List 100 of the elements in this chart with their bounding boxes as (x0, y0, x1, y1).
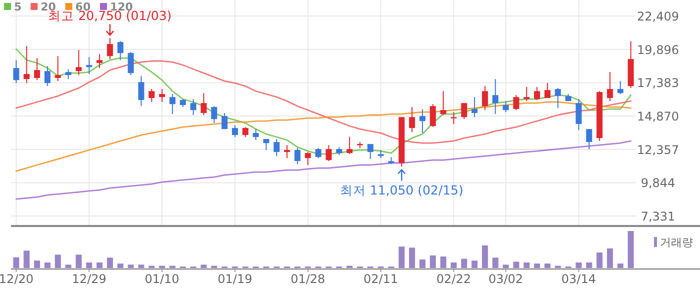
candlestick (169, 94, 176, 115)
bar (96, 262, 103, 268)
candlestick (326, 144, 332, 162)
bar (409, 248, 416, 268)
bar (117, 264, 124, 268)
candlestick (409, 106, 416, 133)
bar (419, 259, 426, 268)
candlestick (76, 50, 82, 76)
candlestick (304, 151, 311, 166)
bar (544, 264, 550, 268)
candlestick (148, 88, 155, 102)
candlestick (13, 60, 20, 84)
bar (524, 262, 530, 268)
candlestick (586, 128, 592, 150)
x-tick-label: 02/11 (363, 272, 398, 286)
bar (65, 264, 72, 268)
candlestick (482, 86, 488, 111)
candlestick (106, 38, 113, 60)
bar (513, 262, 520, 268)
x-tick-label: 01/28 (290, 272, 326, 286)
candlestick (472, 96, 478, 118)
y-tick-label: 19,896 (637, 42, 679, 57)
legend-label: 5 (14, 0, 22, 14)
bar (502, 264, 509, 268)
bar (54, 254, 61, 268)
candlestick (492, 78, 498, 115)
bar (534, 264, 540, 268)
bar (106, 258, 113, 268)
y-tick-label: 9,844 (640, 176, 676, 190)
bar (430, 255, 436, 268)
bar (596, 252, 603, 268)
bar (482, 245, 488, 268)
bar (76, 254, 82, 268)
bar (492, 258, 498, 268)
x-tick-label: 01/19 (218, 272, 252, 286)
candlestick (294, 148, 300, 165)
bar (200, 264, 207, 268)
candlestick (44, 66, 50, 87)
bar (440, 256, 446, 268)
bar (628, 231, 634, 268)
bar (138, 264, 144, 268)
candlestick (450, 112, 457, 125)
bar (398, 246, 405, 268)
candlestick (65, 68, 72, 80)
candlestick (138, 75, 144, 107)
candlestick (200, 92, 207, 116)
bar (617, 264, 624, 268)
bar (128, 264, 134, 268)
candlestick (513, 94, 520, 111)
candlestick (554, 88, 561, 109)
y-tick-label: 17,383 (637, 76, 679, 90)
candlestick (440, 90, 446, 116)
bar (34, 260, 40, 268)
candlestick (274, 138, 280, 157)
candlestick (576, 98, 582, 131)
x-tick-label: 03/14 (561, 272, 596, 286)
bar (472, 260, 478, 268)
candlestick (159, 88, 166, 102)
y-tick-label: 14,870 (637, 110, 679, 124)
bar (13, 257, 20, 268)
candlestick (606, 72, 613, 102)
candlestick (524, 86, 530, 102)
legend-label: 거래량 (660, 236, 693, 249)
x-tick-label: 02/22 (436, 272, 472, 286)
candlestick (34, 58, 40, 81)
bar (586, 262, 592, 268)
candlestick (242, 126, 248, 138)
candlestick (252, 128, 259, 141)
candlestick (461, 102, 468, 120)
candlestick (430, 104, 436, 128)
candlestick (534, 86, 540, 100)
candlestick (315, 148, 322, 159)
candlestick (544, 82, 550, 99)
candlestick (54, 56, 61, 82)
candlestick (117, 40, 124, 61)
y-tick-label: 12,357 (637, 142, 679, 157)
x-tick-label: 12/29 (72, 272, 106, 286)
candlestick (617, 80, 624, 95)
x-tick-label: 01/10 (144, 272, 180, 286)
candlestick (367, 144, 374, 160)
candlestick (232, 124, 238, 138)
bar (606, 248, 613, 268)
candlestick (24, 46, 30, 84)
candlestick (211, 106, 218, 124)
bar (44, 262, 50, 268)
candlestick (346, 136, 353, 154)
bar (24, 250, 30, 268)
bar (461, 258, 468, 268)
candlestick (190, 98, 196, 116)
bar (86, 262, 92, 268)
candlestick (128, 51, 134, 76)
candlestick (419, 108, 426, 134)
x-tick-label: 03/02 (488, 272, 524, 286)
candlestick (86, 56, 92, 75)
candlestick (222, 112, 228, 130)
candlestick (96, 54, 103, 69)
bar (450, 262, 457, 268)
candlestick (502, 100, 509, 113)
y-tick-label: 22,409 (637, 10, 679, 24)
x-tick-label: 12/20 (0, 272, 34, 286)
